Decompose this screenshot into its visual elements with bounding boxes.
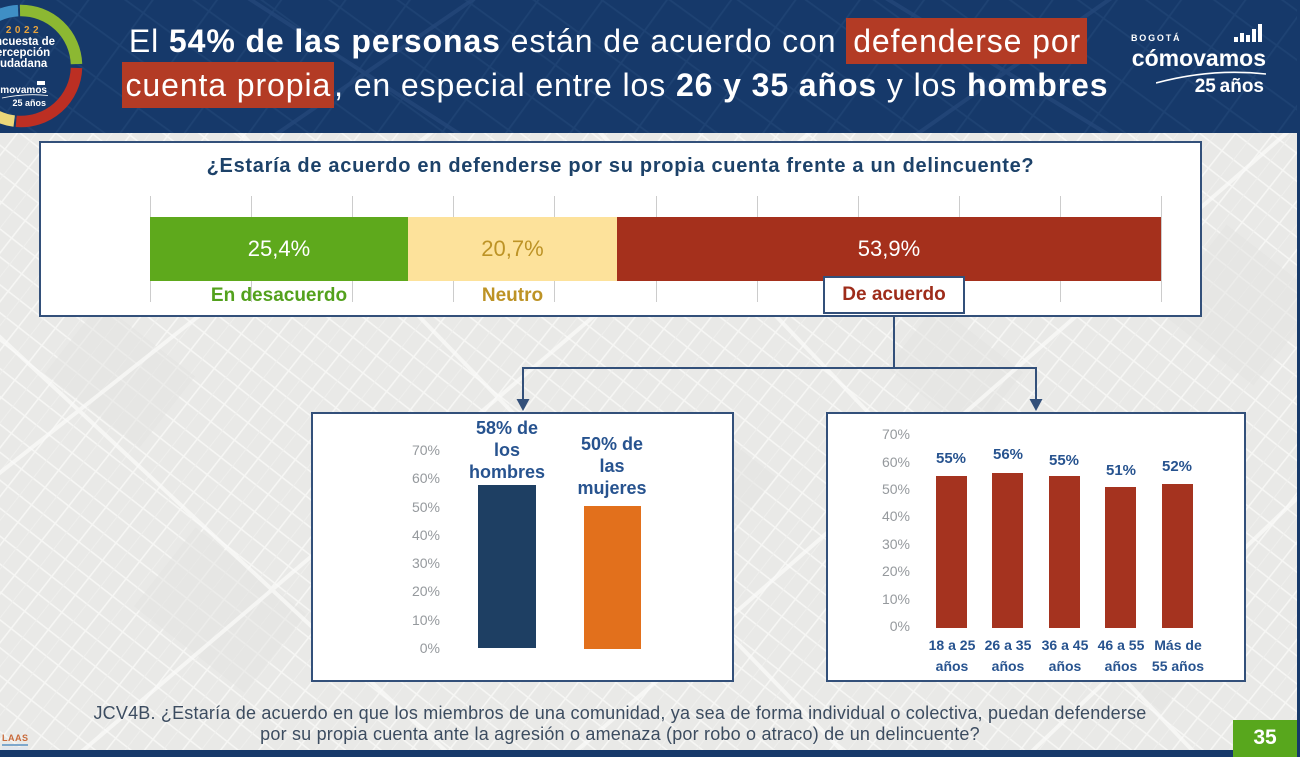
svg-text:ómovamos: ómovamos <box>0 85 47 96</box>
svg-text:ercepción: ercepción <box>0 47 50 59</box>
svg-text:iudadana: iudadana <box>0 58 48 70</box>
svg-text:2022: 2022 <box>6 25 42 36</box>
svg-text:ncuesta de: ncuesta de <box>0 36 55 48</box>
svg-text:25 años: 25 años <box>12 98 46 108</box>
